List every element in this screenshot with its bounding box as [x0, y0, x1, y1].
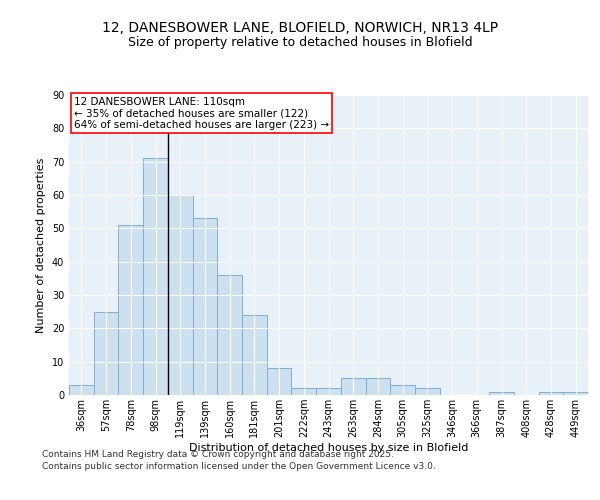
Y-axis label: Number of detached properties: Number of detached properties: [36, 158, 46, 332]
Bar: [94, 312, 118, 395]
Bar: [118, 225, 143, 395]
Bar: [168, 195, 193, 395]
Bar: [390, 385, 415, 395]
X-axis label: Distribution of detached houses by size in Blofield: Distribution of detached houses by size …: [189, 443, 468, 453]
Bar: [539, 392, 563, 395]
Text: Contains HM Land Registry data © Crown copyright and database right 2025.
Contai: Contains HM Land Registry data © Crown c…: [42, 450, 436, 471]
Bar: [193, 218, 217, 395]
Text: 12 DANESBOWER LANE: 110sqm
← 35% of detached houses are smaller (122)
64% of sem: 12 DANESBOWER LANE: 110sqm ← 35% of deta…: [74, 96, 329, 130]
Bar: [292, 388, 316, 395]
Bar: [242, 315, 267, 395]
Bar: [316, 388, 341, 395]
Bar: [143, 158, 168, 395]
Bar: [341, 378, 365, 395]
Text: 12, DANESBOWER LANE, BLOFIELD, NORWICH, NR13 4LP: 12, DANESBOWER LANE, BLOFIELD, NORWICH, …: [102, 20, 498, 34]
Bar: [217, 275, 242, 395]
Bar: [69, 385, 94, 395]
Bar: [489, 392, 514, 395]
Bar: [415, 388, 440, 395]
Bar: [267, 368, 292, 395]
Bar: [563, 392, 588, 395]
Bar: [365, 378, 390, 395]
Text: Size of property relative to detached houses in Blofield: Size of property relative to detached ho…: [128, 36, 472, 49]
